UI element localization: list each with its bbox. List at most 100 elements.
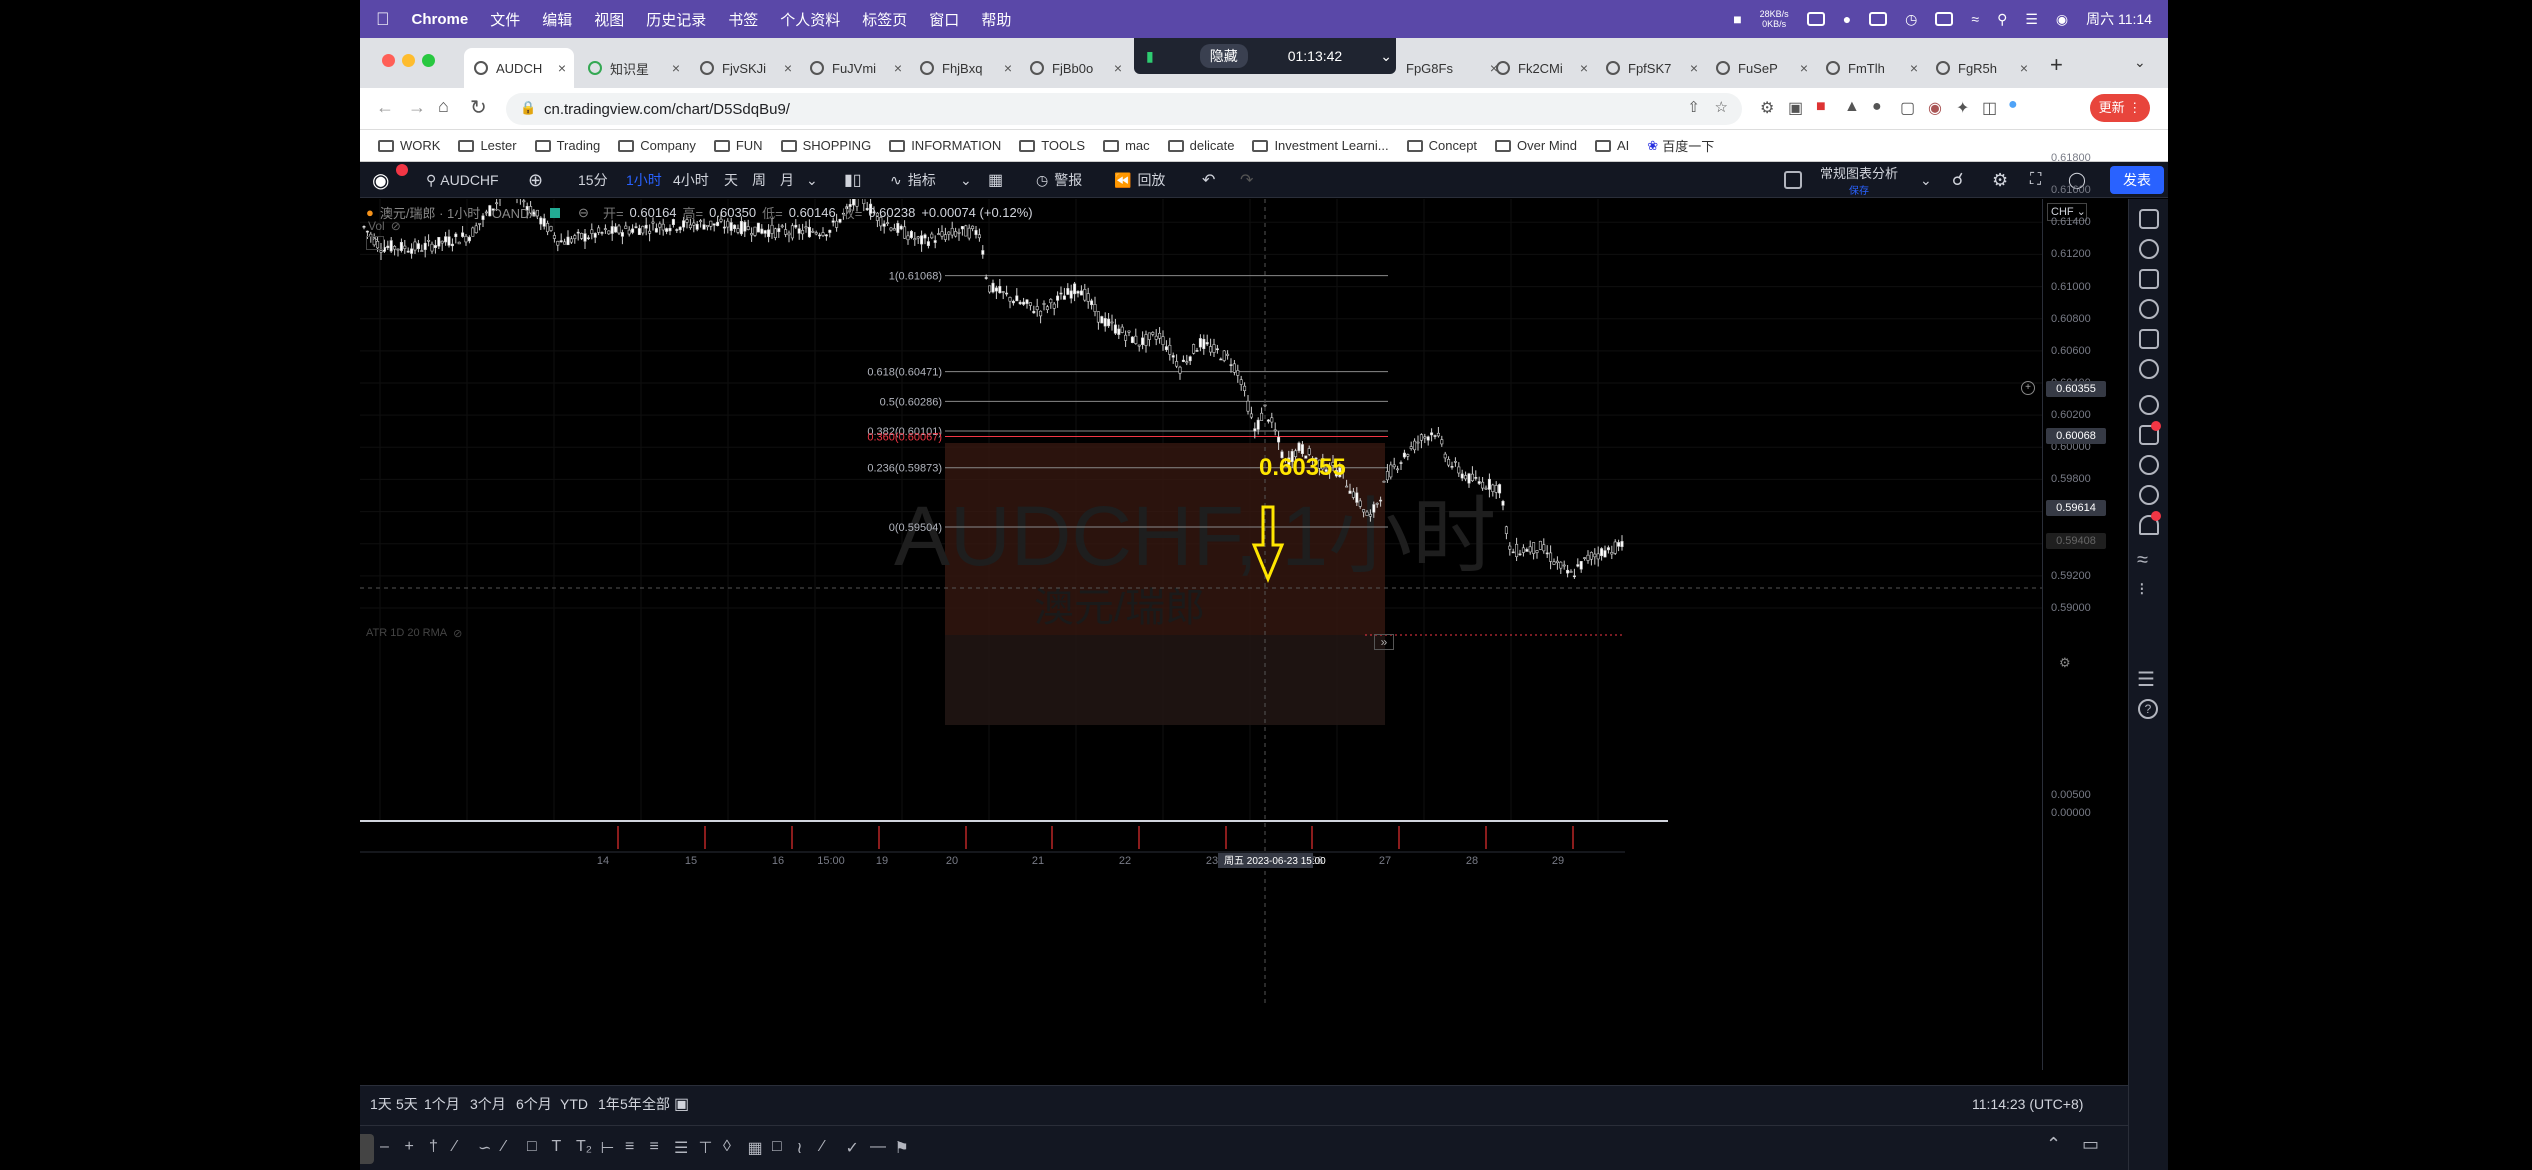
input-method-icon[interactable] bbox=[1869, 12, 1888, 26]
menu-file[interactable]: 文件 bbox=[476, 11, 520, 29]
collapse-legend-icon[interactable]: ⌃ bbox=[366, 236, 384, 250]
layout-name-button[interactable]: 常规图表分析 保存 bbox=[1820, 166, 1899, 197]
bookmark-folder[interactable]: delicate bbox=[1167, 138, 1234, 153]
screen-record-icon[interactable] bbox=[1806, 12, 1825, 26]
tab-item[interactable]: FjvSKJi × bbox=[690, 48, 800, 88]
range-ytd[interactable]: YTD bbox=[560, 1096, 588, 1112]
tab-item[interactable]: FmTlh × bbox=[1816, 48, 1926, 88]
path-icon[interactable]: ≀ bbox=[796, 1140, 803, 1157]
cloud-icon[interactable] bbox=[2139, 395, 2159, 415]
menu-history[interactable]: 历史记录 bbox=[632, 11, 706, 29]
home-icon[interactable]: ⌂ bbox=[438, 96, 449, 116]
tab-item[interactable]: FhjBxq × bbox=[910, 48, 1020, 88]
range-3m[interactable]: 3个月 bbox=[470, 1096, 506, 1112]
crosshair-icon[interactable]: + bbox=[404, 1138, 414, 1155]
close-window-button[interactable] bbox=[382, 54, 395, 67]
compare-symbol-icon[interactable]: ⊕ bbox=[528, 169, 544, 190]
indicators-button[interactable]: ∿ 指标 bbox=[890, 171, 936, 189]
apple-icon[interactable]:  bbox=[376, 9, 390, 30]
profile-avatar[interactable]: ● bbox=[2008, 96, 2018, 113]
layout-grid-icon[interactable]: ▦ bbox=[988, 172, 1004, 189]
bookmark-folder[interactable]: Trading bbox=[534, 138, 600, 153]
replay-button[interactable]: ⏪ 回放 bbox=[1114, 171, 1166, 189]
close-icon[interactable]: × bbox=[557, 60, 566, 76]
close-icon[interactable]: × bbox=[1003, 60, 1012, 76]
menu-help[interactable]: 帮助 bbox=[967, 11, 1011, 29]
bookmark-folder[interactable]: WORK bbox=[378, 138, 440, 153]
back-icon[interactable]: ← bbox=[376, 97, 394, 117]
notifications-bell-icon[interactable] bbox=[2139, 515, 2159, 535]
url-input[interactable]: 🔒 cn.tradingview.com/chart/D5SdqBu9/ ⇧ ☆ bbox=[506, 93, 1742, 125]
layers-icon[interactable]: ☰ bbox=[2137, 669, 2155, 691]
go-to-date-icon[interactable]: ▣ bbox=[674, 1096, 690, 1113]
undo-icon[interactable]: ↶ bbox=[1202, 172, 1216, 189]
battery-icon[interactable] bbox=[1935, 12, 1954, 26]
axis-settings-gear-icon[interactable]: ⚙ bbox=[2059, 655, 2071, 670]
record-dot-icon[interactable]: ● bbox=[1842, 11, 1852, 27]
tab-item[interactable]: FuSeP × bbox=[1706, 48, 1816, 88]
close-icon[interactable]: × bbox=[1689, 60, 1698, 76]
chart-canvas[interactable]: AUDCHF, 1小时 澳元/瑞郎 1(0.61068) 0.618(0.6047… bbox=[360, 199, 2042, 1004]
extension-icon[interactable]: ◉ bbox=[1928, 100, 1942, 117]
text-note-icon[interactable]: T₂ bbox=[576, 1138, 592, 1155]
text-icon[interactable]: T bbox=[551, 1138, 562, 1155]
bookmark-folder[interactable]: Investment Learni... bbox=[1252, 138, 1389, 153]
notification-icon[interactable]: ■ bbox=[1733, 11, 1742, 27]
forward-icon[interactable]: → bbox=[408, 97, 426, 117]
atr-legend[interactable]: ATR 1D 20 RMA ⊘ bbox=[366, 627, 463, 640]
interval-month[interactable]: 月 bbox=[780, 172, 794, 188]
close-icon[interactable]: × bbox=[1909, 60, 1918, 76]
extension-icon[interactable]: ⚙ bbox=[1760, 100, 1775, 117]
layout-checkbox-icon[interactable] bbox=[1784, 171, 1802, 189]
redo-icon[interactable]: ↷ bbox=[1240, 172, 1254, 189]
rectangle-icon[interactable]: □ bbox=[527, 1138, 537, 1155]
bookmark-folder[interactable]: Concept bbox=[1406, 138, 1477, 153]
forecast-icon[interactable]: ▦ bbox=[747, 1140, 763, 1157]
share-icon[interactable]: ⇧ bbox=[1687, 99, 1700, 116]
fib-retracement[interactable]: 1(0.61068) 0.618(0.60471) 0.5(0.60286) 0.38… bbox=[867, 271, 1388, 534]
fib-icon[interactable]: ≡ bbox=[625, 1138, 635, 1155]
quick-search-icon[interactable]: ☌ bbox=[1952, 170, 1964, 189]
help-icon[interactable]: ? bbox=[2138, 699, 2158, 719]
range-1y[interactable]: 1年 bbox=[598, 1096, 620, 1112]
channel-icon[interactable]: ≡ bbox=[649, 1138, 659, 1155]
menu-bookmarks[interactable]: 书签 bbox=[714, 11, 758, 29]
watchlist-icon[interactable] bbox=[2139, 209, 2159, 229]
measure-icon[interactable]: ⊢ bbox=[600, 1140, 615, 1157]
search-icon[interactable]: ⚲ bbox=[1997, 10, 2008, 27]
interval-4h[interactable]: 4小时 bbox=[673, 172, 709, 188]
vertical-line-icon[interactable]: † bbox=[429, 1138, 438, 1155]
publish-button[interactable]: 发表 bbox=[2110, 166, 2164, 194]
ideas-bulb-icon[interactable] bbox=[2139, 359, 2159, 379]
extension-icon[interactable]: ■ bbox=[1816, 98, 1826, 115]
flag-icon[interactable]: ⚑ bbox=[894, 1140, 909, 1157]
range-1m[interactable]: 1个月 bbox=[424, 1096, 460, 1112]
interval-15m[interactable]: 15分 bbox=[578, 172, 608, 188]
menu-edit[interactable]: 编辑 bbox=[528, 11, 572, 29]
tab-search-chevron-icon[interactable]: ⌄ bbox=[2134, 54, 2146, 70]
close-icon[interactable]: × bbox=[2019, 60, 2028, 76]
time-axis[interactable]: 14 15 16 15:00 19 20 21 22 23 26 27 28 29 bbox=[597, 855, 1564, 867]
new-tab-button[interactable]: + bbox=[2050, 52, 2063, 77]
eye-hidden-icon[interactable]: ⊘ bbox=[390, 219, 401, 233]
interval-dropdown-icon[interactable]: ⌄ bbox=[806, 171, 818, 188]
close-icon[interactable]: × bbox=[1113, 60, 1122, 76]
range-5y[interactable]: 5年 bbox=[620, 1096, 642, 1112]
zoom-window-button[interactable] bbox=[422, 54, 435, 67]
tab-item[interactable]: FpG8Fs × bbox=[1406, 60, 1498, 76]
tab-item[interactable]: Fk2CMi × bbox=[1486, 48, 1596, 88]
legend-title[interactable]: 澳元/瑞郎 · 1小时 · OANDA bbox=[379, 206, 539, 221]
pattern-icon[interactable]: ◊ bbox=[723, 1138, 731, 1155]
bookmark-folder[interactable]: FUN bbox=[713, 138, 763, 153]
streams-broadcast-icon[interactable] bbox=[2139, 485, 2159, 505]
settings-gear-icon[interactable]: ⚙ bbox=[1992, 169, 2009, 190]
lock-icon[interactable]: 🔒 bbox=[520, 100, 537, 115]
close-icon[interactable]: × bbox=[1799, 60, 1808, 76]
eye-hidden-icon[interactable]: ⊘ bbox=[453, 628, 463, 640]
price-axis[interactable]: CHF ⌄ 0.61800 0.61600 0.61400 0.61200 0.6100… bbox=[2021, 152, 2128, 1070]
hotlist-flame-icon[interactable] bbox=[2139, 299, 2159, 319]
object-tree-icon[interactable] bbox=[2139, 269, 2159, 289]
gann-icon[interactable]: ☰ bbox=[674, 1140, 689, 1157]
legend-hide-icon[interactable]: ⊖ bbox=[578, 204, 589, 220]
range-6m[interactable]: 6个月 bbox=[516, 1096, 552, 1112]
